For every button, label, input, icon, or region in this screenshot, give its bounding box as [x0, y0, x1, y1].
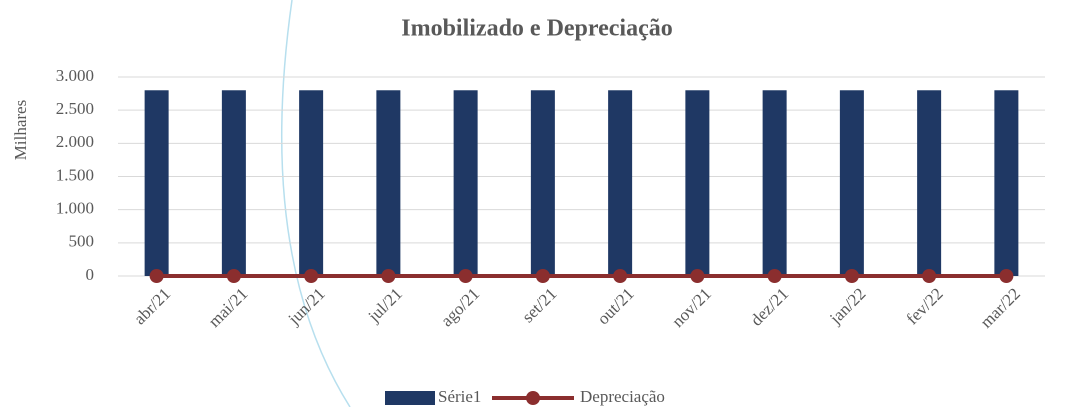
point	[458, 269, 473, 283]
x-tick-label: ago/21	[437, 284, 483, 330]
legend-swatch	[526, 391, 540, 405]
chart-title: Imobilizado e Depreciação	[401, 16, 673, 42]
point	[999, 269, 1014, 283]
bar	[685, 90, 710, 277]
bar	[917, 90, 942, 277]
point	[690, 269, 705, 283]
x-tick-label: jun/21	[284, 284, 329, 329]
bar	[994, 90, 1019, 277]
x-tick-label: abr/21	[130, 284, 174, 328]
bar	[299, 90, 324, 277]
point	[767, 269, 782, 283]
legend-swatch	[385, 391, 435, 405]
y-tick-label: 1.500	[56, 165, 94, 184]
point	[922, 269, 937, 283]
bar	[453, 90, 478, 277]
y-tick-label: 0	[86, 265, 95, 284]
y-tick-label: 500	[69, 232, 95, 251]
bar	[221, 90, 246, 277]
x-tick-label: mar/22	[976, 284, 1023, 331]
bar	[530, 90, 555, 277]
x-tick-label: fev/22	[903, 284, 947, 328]
point	[844, 269, 859, 283]
point	[535, 269, 550, 283]
legend-label: Série1	[438, 387, 481, 406]
x-tick-label: out/21	[594, 284, 638, 328]
x-tick-label: mai/21	[205, 284, 252, 331]
y-tick-label: 1.000	[56, 199, 94, 218]
x-tick-label: jul/21	[364, 284, 406, 326]
y-tick-label: 2.500	[56, 99, 94, 118]
decoration-curve	[280, 0, 351, 407]
point	[304, 269, 319, 283]
legend-label: Depreciação	[580, 387, 665, 406]
point	[381, 269, 396, 283]
point	[149, 269, 164, 283]
y-tick-label: 3.000	[56, 66, 94, 85]
x-tick-label: nov/21	[668, 284, 715, 331]
y-axis-title: Milhares	[11, 100, 30, 160]
bar	[376, 90, 401, 277]
x-tick-label: jan/22	[825, 284, 869, 328]
bar	[839, 90, 864, 277]
point	[226, 269, 241, 283]
bar	[608, 90, 633, 277]
x-tick-label: dez/21	[747, 284, 792, 329]
bar	[762, 90, 787, 277]
x-tick-label: set/21	[518, 284, 560, 326]
bar	[144, 90, 169, 277]
point	[613, 269, 628, 283]
y-tick-label: 2.000	[56, 132, 94, 151]
